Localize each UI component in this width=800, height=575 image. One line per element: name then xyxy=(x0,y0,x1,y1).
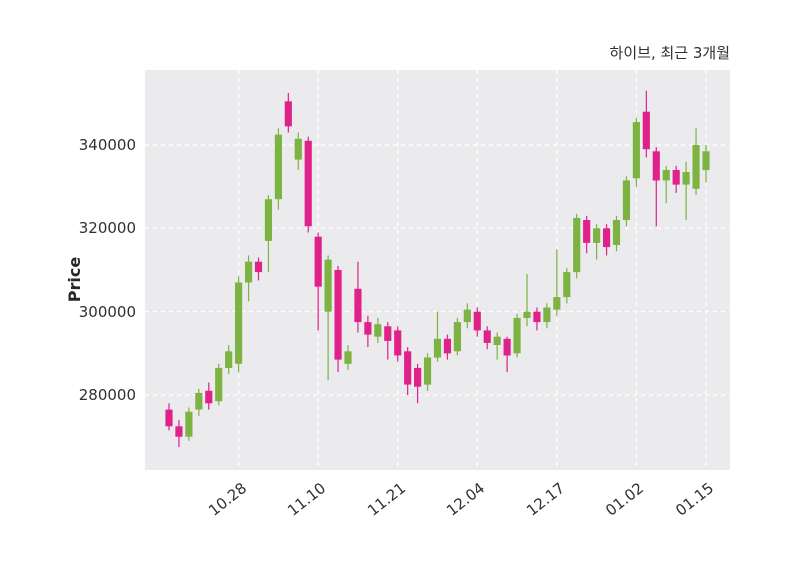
candle-body xyxy=(523,311,531,318)
candlestick-plot xyxy=(145,70,730,470)
candle-body xyxy=(235,282,243,364)
y-tick-label: 280000 xyxy=(78,386,136,404)
candle-body xyxy=(254,261,263,273)
candle-body xyxy=(215,367,223,402)
candle-body xyxy=(702,151,710,171)
y-tick-label: 340000 xyxy=(78,136,136,154)
candle-body xyxy=(533,311,541,323)
candle-body xyxy=(593,228,601,243)
candle-body xyxy=(453,322,461,352)
candle-body xyxy=(414,367,422,387)
candle-body xyxy=(602,228,611,248)
candle-body xyxy=(354,288,362,323)
candle-body xyxy=(632,122,640,179)
candle-body xyxy=(185,411,193,437)
candle-body xyxy=(374,324,382,337)
x-tick-label: 11.21 xyxy=(363,479,409,520)
x-tick-label: 01.02 xyxy=(602,479,648,520)
x-tick-label: 01.15 xyxy=(672,479,718,520)
x-tick-label: 12.17 xyxy=(522,479,568,520)
candle-body xyxy=(314,236,322,287)
candle-body xyxy=(543,307,551,323)
candle-body xyxy=(244,261,253,283)
candle-body xyxy=(404,351,412,385)
candle-body xyxy=(384,326,392,341)
plot-area xyxy=(145,70,730,470)
candle-body xyxy=(274,134,282,200)
candle-body xyxy=(622,180,631,220)
candle-body xyxy=(553,297,561,310)
candle-body xyxy=(195,392,203,410)
candle-body xyxy=(682,172,690,185)
candle-body xyxy=(175,426,183,437)
candle-body xyxy=(652,151,660,181)
candle-body xyxy=(294,138,302,160)
y-tick-label: 300000 xyxy=(78,302,136,321)
candle-body xyxy=(433,338,442,358)
x-tick-label: 10.28 xyxy=(204,479,250,520)
candle-body xyxy=(563,272,571,298)
candle-body xyxy=(583,220,591,243)
candle-body xyxy=(324,259,332,312)
candle-body xyxy=(503,338,511,356)
x-tick-label: 12.04 xyxy=(443,479,489,520)
candle-body xyxy=(344,351,352,364)
candle-body xyxy=(493,336,501,345)
candle-body xyxy=(463,309,471,323)
candle-body xyxy=(364,322,372,335)
candle-body xyxy=(284,101,292,127)
candle-body xyxy=(672,170,680,185)
candle-body xyxy=(473,311,481,331)
y-tick-label: 320000 xyxy=(78,219,136,238)
candle-body xyxy=(264,199,273,241)
candle-body xyxy=(423,357,432,385)
candle-body xyxy=(612,220,621,245)
candle-body xyxy=(304,140,312,227)
candle-body xyxy=(513,317,521,354)
candle-body xyxy=(573,217,581,273)
y-axis-label: Price xyxy=(65,256,85,303)
candle-body xyxy=(205,390,213,404)
x-tick-label: 11.10 xyxy=(284,479,330,520)
candle-body xyxy=(692,145,700,189)
candle-body xyxy=(165,409,173,427)
candle-body xyxy=(483,330,491,343)
candle-body xyxy=(225,351,233,368)
candle-body xyxy=(443,338,452,354)
candle-body xyxy=(662,170,670,181)
chart-title: 하이브, 최근 3개월 xyxy=(609,44,730,62)
candle-body xyxy=(334,270,342,360)
candle-body xyxy=(394,330,402,356)
candle-body xyxy=(642,111,650,150)
